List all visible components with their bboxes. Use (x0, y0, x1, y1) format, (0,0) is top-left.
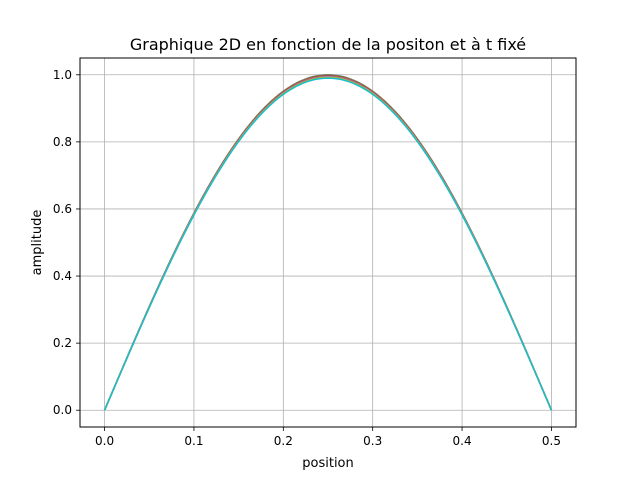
x-tick-label: 0.4 (453, 434, 472, 448)
series-lines (103, 74, 553, 411)
x-axis-label: position (302, 456, 354, 471)
x-tick-label: 0.5 (542, 434, 561, 448)
axis-ticks: 0.0 0.1 0.2 0.3 0.4 0.5 0.0 0.2 0.4 0.6 0.8 1.0 (53, 68, 561, 448)
y-tick-label: 0.6 (53, 202, 72, 216)
x-tick-label: 0.1 (184, 434, 203, 448)
x-tick-label: 0.0 (95, 434, 114, 448)
series-line-10 (103, 77, 553, 411)
y-tick-label: 1.0 (53, 68, 72, 82)
y-axis-label: amplitude (30, 210, 45, 276)
grid (80, 58, 576, 427)
y-tick-label: 0.0 (53, 403, 72, 417)
y-tick-label: 0.4 (53, 269, 72, 283)
x-tick-label: 0.3 (363, 434, 382, 448)
chart-title: Graphique 2D en fonction de la positon e… (130, 35, 526, 54)
x-tick-label: 0.2 (274, 434, 293, 448)
plot-frame (79, 57, 577, 428)
y-tick-label: 0.2 (53, 336, 72, 350)
y-tick-label: 0.8 (53, 135, 72, 149)
